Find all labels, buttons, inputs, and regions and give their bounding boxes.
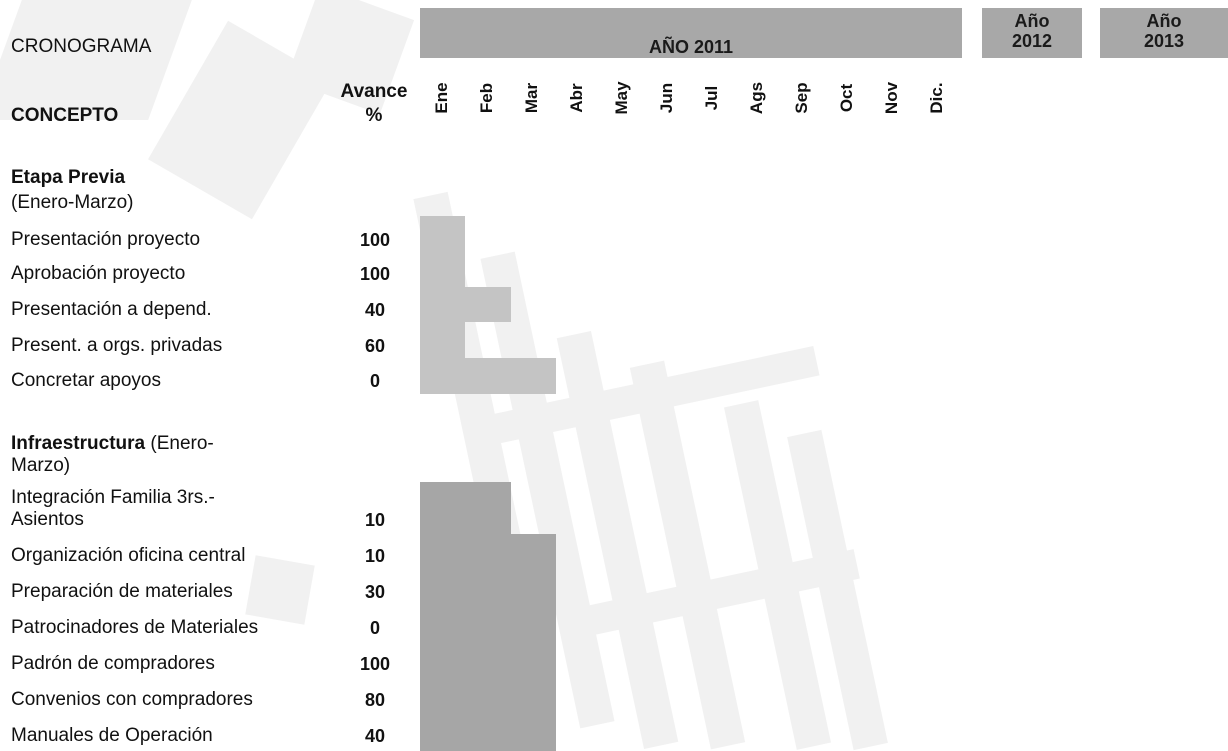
concept-header: CONCEPTO [11, 105, 119, 126]
row-avance: 40 [364, 726, 386, 746]
row-avance: 10 [364, 546, 386, 566]
row-avance: 30 [364, 582, 386, 602]
row-avance: 10 [364, 510, 386, 530]
year-2013-label: Año 2013 [1143, 11, 1185, 51]
month-may: May [612, 81, 631, 115]
section-subheading-etapa-previa: (Enero-Marzo) [11, 192, 134, 213]
row-avance: 100 [359, 230, 391, 250]
gantt-bar-ene-feb [420, 482, 511, 751]
row-avance: 0 [369, 371, 380, 391]
avance-header: Avance % [340, 81, 408, 126]
page-title: CRONOGRAMA [11, 36, 152, 57]
row-label: Aprobación proyecto [11, 263, 186, 284]
month-mar: Mar [522, 82, 541, 114]
year-2011-band [420, 8, 962, 58]
month-feb: Feb [477, 82, 496, 114]
month-ene: Ene [432, 82, 451, 114]
row-label: Concretar apoyos [11, 370, 161, 391]
section-heading-infraestructura: Infraestructura (Enero- Marzo) [11, 433, 214, 476]
row-avance: 100 [359, 654, 391, 674]
year-2012-label: Año 2012 [1011, 11, 1053, 51]
month-dic: Dic. [927, 82, 946, 114]
gantt-bar-febrero [465, 287, 511, 322]
month-abr: Abr [567, 83, 586, 113]
row-label: Integración Familia 3rs.- Asientos [11, 487, 215, 530]
row-label: Present. a orgs. privadas [11, 335, 223, 356]
row-avance: 60 [364, 336, 386, 356]
row-label: Patrocinadores de Materiales [11, 617, 259, 638]
month-ags: Ags [747, 81, 766, 115]
month-jun: Jun [657, 82, 676, 114]
gantt-bar-enero [420, 216, 465, 394]
month-sep: Sep [792, 82, 811, 114]
section-heading-etapa-previa: Etapa Previa [11, 167, 126, 188]
month-jul: Jul [702, 85, 721, 111]
row-avance: 40 [364, 300, 386, 320]
row-label: Manuales de Operación [11, 725, 213, 746]
row-label: Convenios con compradores [11, 689, 253, 710]
gantt-bar-marzo [511, 534, 556, 751]
row-label: Presentación a depend. [11, 299, 212, 320]
row-label: Organización oficina central [11, 545, 246, 566]
row-label: Presentación proyecto [11, 229, 201, 250]
row-avance: 0 [369, 618, 380, 638]
year-2013-band [1100, 8, 1228, 58]
year-2012-band [982, 8, 1082, 58]
gantt-bar-feb-mar [465, 358, 556, 394]
row-avance: 100 [359, 264, 391, 284]
row-label: Preparación de materiales [11, 581, 233, 602]
row-label: Padrón de compradores [11, 653, 215, 674]
month-oct: Oct [837, 83, 856, 113]
row-avance: 80 [364, 690, 386, 710]
month-nov: Nov [882, 81, 901, 115]
year-2011-label: AÑO 2011 [648, 37, 734, 57]
